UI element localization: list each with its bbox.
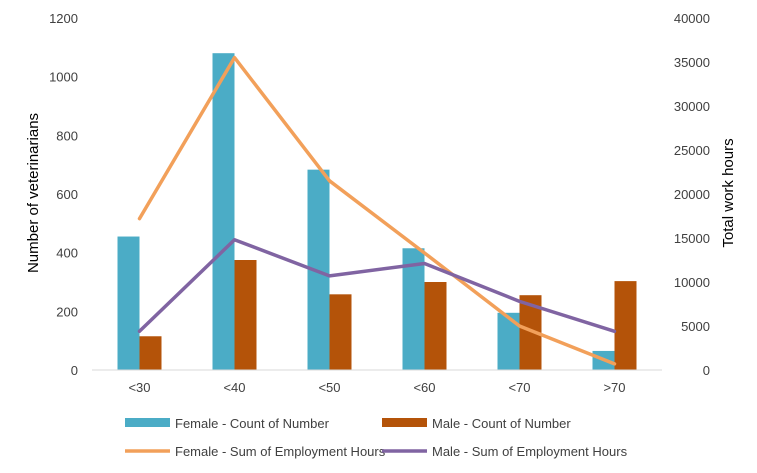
y2-tick-label: 5000 — [681, 319, 710, 334]
bar-female-count-of-number-0 — [117, 236, 140, 370]
y-tick-label: 200 — [56, 304, 78, 319]
bar-male-count-of-number-3 — [424, 282, 447, 370]
y2-tick-label: 10000 — [674, 275, 710, 290]
bar-female-count-of-number-1 — [212, 53, 235, 370]
legend-label-female-sum-of-employment-hours: Female - Sum of Employment Hours — [175, 444, 386, 459]
y-tick-label: 1200 — [49, 11, 78, 26]
y-tick-label: 1000 — [49, 70, 78, 85]
legend-swatch-female-count-of-number — [125, 418, 170, 427]
bar-male-count-of-number-0 — [139, 336, 162, 370]
x-tick-label: <70 — [508, 380, 530, 395]
y2-tick-label: 25000 — [674, 143, 710, 158]
bar-female-count-of-number-4 — [497, 312, 520, 370]
y2-tick-label: 35000 — [674, 55, 710, 70]
line-male-sum-of-employment-hours — [137, 238, 617, 334]
bar-male-count-of-number-1 — [234, 260, 257, 370]
line-female-sum-of-employment-hours — [137, 55, 617, 366]
y-tick-label: 600 — [56, 187, 78, 202]
bar-male-count-of-number-2 — [329, 294, 352, 370]
y2-tick-labels: 0 5000 10000 15000 20000 25000 30000 35000 40000 — [674, 11, 710, 378]
y2-tick-label: 15000 — [674, 231, 710, 246]
x-tick-labels: <30 <40 <50 <60 <70 >70 — [128, 380, 625, 395]
bar-male-count-of-number-4 — [519, 295, 542, 370]
legend-label-male-sum-of-employment-hours: Male - Sum of Employment Hours — [432, 444, 628, 459]
legend-swatch-male-count-of-number — [382, 418, 427, 427]
y2-tick-label: 20000 — [674, 187, 710, 202]
y2-axis-title: Total work hours — [720, 138, 737, 247]
x-tick-label: >70 — [603, 380, 625, 395]
y-tick-labels: 0 200 400 600 800 1000 1200 — [49, 11, 78, 378]
y-tick-label: 0 — [71, 363, 78, 378]
y2-tick-label: 0 — [703, 363, 710, 378]
y2-tick-label: 40000 — [674, 11, 710, 26]
x-tick-label: <60 — [413, 380, 435, 395]
legend-label-female-count-of-number: Female - Count of Number — [175, 416, 330, 431]
bars-layer — [117, 53, 637, 370]
legend: Female - Count of Number Male - Count of … — [125, 416, 628, 459]
x-tick-label: <30 — [128, 380, 150, 395]
y-axis-title: Number of veterinarians — [25, 113, 42, 273]
lines-layer — [137, 55, 617, 366]
y-tick-label: 400 — [56, 246, 78, 261]
x-tick-label: <40 — [223, 380, 245, 395]
bar-male-count-of-number-5 — [614, 281, 637, 370]
y2-tick-label: 30000 — [674, 99, 710, 114]
y-tick-label: 800 — [56, 128, 78, 143]
bar-female-count-of-number-3 — [402, 248, 425, 370]
x-tick-label: <50 — [318, 380, 340, 395]
legend-label-male-count-of-number: Male - Count of Number — [432, 416, 571, 431]
